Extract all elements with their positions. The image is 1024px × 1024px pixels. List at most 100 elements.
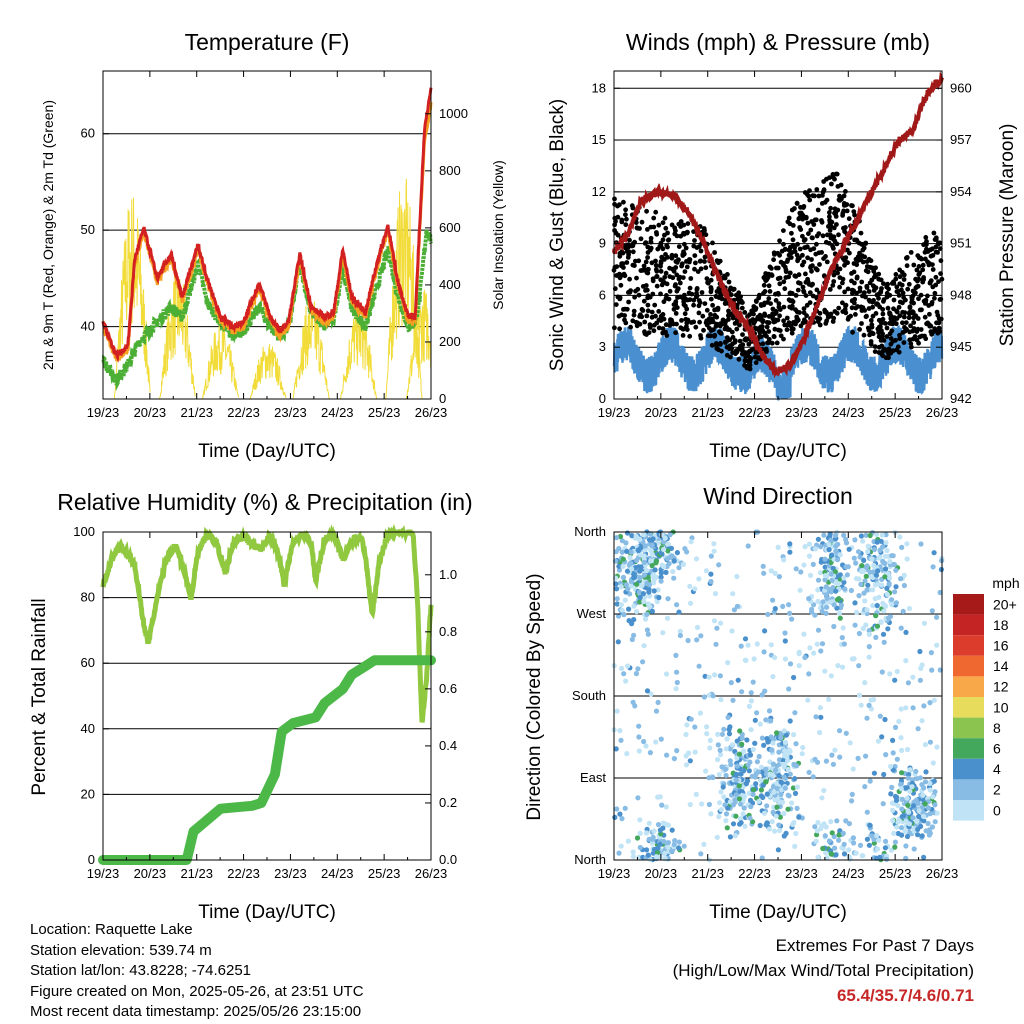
direction-point [903,705,909,711]
direction-point [903,818,909,824]
gust-point [932,295,937,301]
gust-point [872,349,878,354]
direction-point [645,852,651,858]
direction-point [877,854,883,861]
direction-point [934,642,940,648]
direction-point [884,856,890,862]
direction-point [817,705,824,711]
gust-point [860,247,866,253]
gust-point [859,308,865,313]
gust-point [760,328,766,334]
direction-point [745,642,751,648]
gust-point [815,207,821,213]
direction-point [776,574,783,580]
direction-point [905,775,911,781]
direction-point [712,672,718,678]
direction-point [915,800,921,806]
gust-point [833,214,839,219]
direction-point [821,532,827,538]
direction-point [662,535,668,541]
gust-point [653,258,658,264]
direction-point [832,845,838,851]
gust-point [742,358,748,364]
gust-point [863,294,868,300]
gust-point [654,230,659,235]
precip-ytick-label: 1.0 [439,567,457,582]
direction-point [733,792,739,798]
direction-point [885,615,892,621]
direction-point [614,535,620,541]
direction-point [851,840,857,846]
direction-point [852,600,858,606]
direction-point [743,781,750,787]
gust-point [642,329,647,335]
direction-point [717,800,723,806]
direction-ytick-label: South [572,688,606,703]
gust-point [631,308,637,314]
speed-legend-label: 18 [993,617,1009,633]
direction-point [707,737,713,744]
direction-point [815,627,822,633]
direction-point [880,558,886,564]
gust-point [761,290,766,296]
direction-point [734,738,740,744]
gust-point [837,275,843,280]
gust-point [708,289,714,295]
direction-point [792,710,798,716]
direction-point [910,705,916,711]
direction-point [727,834,734,840]
direction-point [707,745,713,751]
gust-point [650,278,656,284]
direction-point [671,756,678,762]
direction-point [884,591,890,598]
gust-point [703,265,709,271]
gust-point [678,325,684,331]
gust-point [795,256,801,262]
direction-point [770,597,776,603]
gust-point [663,225,669,231]
gust-point [728,286,733,292]
direction-point [812,824,818,830]
gust-point [904,255,909,261]
direction-point [748,804,754,810]
gust-point [740,342,746,348]
direction-point [849,798,855,804]
gust-point [918,292,924,298]
direction-point [931,550,937,556]
direction-point [875,846,881,852]
direction-point [823,824,829,830]
direction-point [802,544,808,550]
gust-point [753,360,759,366]
direction-ytick-label: North [574,852,606,867]
direction-point [687,801,693,808]
gust-point [841,193,847,199]
direction-point [648,547,654,553]
direction-point [708,811,714,817]
direction-point [819,823,825,829]
direction-point [680,561,687,568]
gust-point [682,269,688,274]
direction-point [623,582,630,588]
gust-point [649,309,655,315]
gust-point [813,217,819,223]
direction-point [841,851,848,857]
direction-point [636,748,642,754]
gust-point [879,343,885,349]
gust-point [672,225,678,231]
direction-point [843,730,849,736]
gust-point [633,319,639,325]
direction-point [697,710,704,716]
direction-point [888,791,894,797]
direction-point [793,830,799,837]
direction-point [738,820,744,826]
direction-point [736,751,743,757]
gust-point [683,316,689,322]
direction-point [723,746,729,752]
direction-point [742,823,748,830]
gust-point [934,320,939,326]
gust-point [729,329,735,335]
gust-point [740,332,745,337]
direction-point [796,649,802,655]
gust-point [883,355,889,361]
direction-point [921,854,927,860]
